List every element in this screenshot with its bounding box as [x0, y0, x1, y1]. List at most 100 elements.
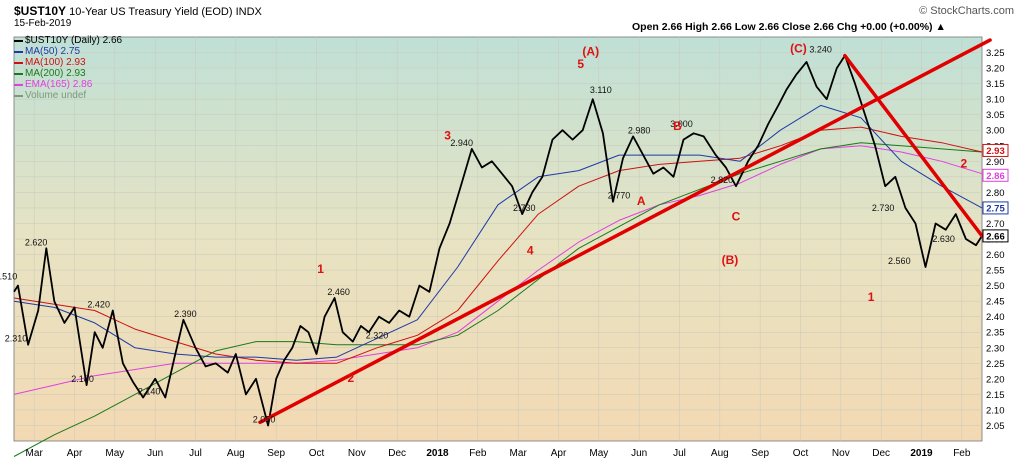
- value-badge: 2.93: [982, 143, 1009, 157]
- series-line-ma-200: [13, 142, 983, 457]
- legend-swatch: [14, 39, 23, 42]
- value-badge-box: [982, 229, 1009, 243]
- y-tick-label: 2.15: [986, 390, 1005, 401]
- price-label: 2.770: [608, 191, 631, 201]
- x-tick-label: Dec: [388, 448, 406, 459]
- value-badge-label: 2.86: [986, 171, 1005, 182]
- price-label: 2.140: [138, 386, 161, 396]
- y-tick-label: 2.30: [986, 343, 1005, 354]
- price-label: 2.730: [513, 203, 536, 213]
- wave-label: 2: [347, 371, 354, 385]
- y-tick-label: 3.15: [986, 79, 1005, 90]
- legend-label: EMA(165) 2.86: [25, 79, 93, 90]
- y-tick-label: 3.05: [986, 110, 1005, 121]
- price-label: 3.000: [670, 119, 693, 129]
- legend-swatch: [14, 50, 23, 53]
- price-label: 3.110: [590, 85, 612, 95]
- source-label: © StockCharts.com: [919, 5, 1014, 17]
- exchange-label: INDX: [235, 6, 262, 18]
- value-badge-box: [982, 201, 1009, 215]
- y-tick-label: 2.80: [986, 188, 1005, 199]
- wave-label: 4: [527, 244, 534, 258]
- x-tick-label: 2019: [910, 448, 933, 459]
- x-tick-label: Dec: [872, 448, 890, 459]
- price-label: 2.940: [450, 138, 473, 148]
- value-badge-box: [982, 168, 1009, 182]
- trendline: [258, 38, 992, 425]
- wave-label: 1: [868, 290, 875, 304]
- price-label: 2.420: [87, 299, 110, 309]
- series-line-ust10y-daily: [13, 54, 983, 427]
- quote-summary: Open 2.66 High 2.66 Low 2.66 Close 2.66 …: [632, 21, 946, 33]
- price-label: 2.310: [5, 334, 28, 344]
- price-label: 3.240: [809, 45, 832, 55]
- price-label: 2.630: [932, 234, 955, 244]
- y-tick-label: 2.60: [986, 250, 1005, 261]
- y-tick-label: 2.55: [986, 266, 1005, 277]
- x-tick-label: Feb: [953, 448, 971, 459]
- y-tick-label: 2.40: [986, 312, 1005, 323]
- legend-label: MA(200) 2.93: [25, 68, 86, 79]
- x-tick-label: Mar: [26, 448, 44, 459]
- price-label: 2.460: [327, 287, 350, 297]
- legend-item: EMA(165) 2.86: [14, 79, 122, 90]
- legend-swatch: [14, 72, 23, 75]
- y-tick-label: 2.45: [986, 297, 1005, 308]
- price-label: 2.620: [25, 237, 48, 247]
- price-label: 2.180: [71, 374, 94, 384]
- wave-label: (A): [582, 45, 599, 59]
- wave-label: 3: [444, 129, 451, 143]
- y-tick-label: 3.20: [986, 64, 1005, 75]
- y-tick-label: 2.70: [986, 219, 1005, 230]
- x-tick-label: Aug: [227, 448, 245, 459]
- price-label: 2.980: [628, 125, 651, 135]
- y-tick-label: 3.25: [986, 48, 1005, 59]
- wave-label: (C): [790, 42, 807, 56]
- legend-label: $UST10Y (Daily) 2.66: [25, 35, 123, 46]
- wave-label: B: [673, 119, 682, 133]
- description-label: 10-Year US Treasury Yield (EOD): [69, 6, 233, 18]
- wave-label: 2: [961, 157, 968, 171]
- value-badge: 2.86: [982, 168, 1009, 182]
- y-tick-label: 2.10: [986, 405, 1005, 416]
- legend-swatch: [14, 94, 23, 97]
- x-tick-label: Sep: [751, 448, 769, 459]
- value-badge-label: 2.75: [986, 203, 1005, 214]
- y-tick-label: 3.10: [986, 95, 1005, 106]
- x-tick-label: Oct: [309, 448, 325, 459]
- date-label: 15-Feb-2019: [14, 18, 72, 29]
- y-tick-label: 3.00: [986, 126, 1005, 137]
- y-tick-label: 2.50: [986, 281, 1005, 292]
- price-label: 2.510: [0, 272, 17, 282]
- x-tick-label: Nov: [832, 448, 850, 459]
- x-tick-label: Mar: [510, 448, 528, 459]
- value-badge-box: [982, 143, 1009, 157]
- symbol-label: $UST10Y: [14, 4, 67, 18]
- chart-header: $UST10Y 10-Year US Treasury Yield (EOD) …: [14, 4, 262, 18]
- price-label: 2.390: [174, 309, 197, 319]
- value-badge-label: 2.93: [986, 146, 1005, 157]
- wave-label: 1: [317, 262, 324, 276]
- x-tick-label: May: [589, 448, 608, 459]
- x-tick-label: Jun: [631, 448, 647, 459]
- y-tick-label: 2.25: [986, 359, 1005, 370]
- x-tick-label: Aug: [711, 448, 729, 459]
- x-tick-label: May: [105, 448, 124, 459]
- x-tick-label: Sep: [267, 448, 285, 459]
- x-tick-label: Apr: [551, 448, 567, 459]
- price-label: 2.730: [872, 203, 895, 213]
- legend-item: $UST10Y (Daily) 2.66: [14, 35, 122, 46]
- legend-label: Volume undef: [25, 90, 87, 101]
- wave-label: (B): [722, 253, 739, 267]
- legend-item: MA(200) 2.93: [14, 68, 122, 79]
- legend-label: MA(100) 2.93: [25, 57, 86, 68]
- value-badge: 2.66: [982, 229, 1009, 243]
- legend-item: MA(50) 2.75: [14, 46, 122, 57]
- value-badge: 2.75: [982, 201, 1009, 215]
- price-label: 2.820: [711, 175, 734, 185]
- price-label: 2.050: [253, 414, 276, 424]
- x-tick-label: Jul: [673, 448, 686, 459]
- wave-label: A: [637, 194, 646, 208]
